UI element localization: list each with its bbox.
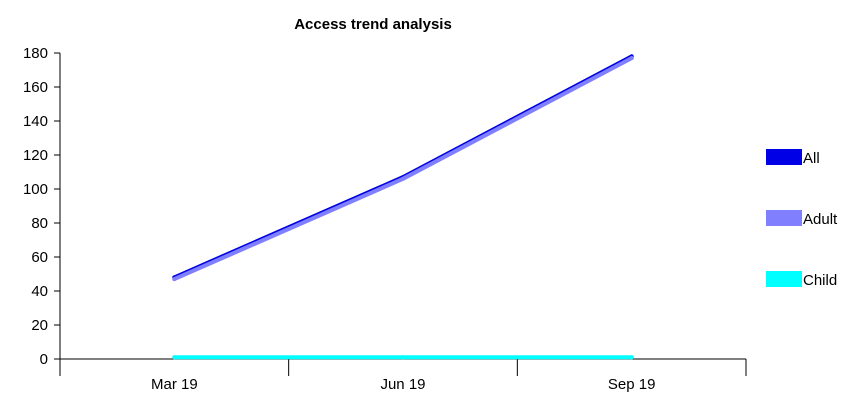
legend-swatch-adult bbox=[766, 210, 802, 226]
data-point-child bbox=[629, 355, 634, 360]
legend-label-all: All bbox=[803, 150, 820, 167]
y-tick-label: 0 bbox=[40, 351, 48, 368]
data-point-child bbox=[401, 355, 405, 360]
chart-title: Access trend analysis bbox=[294, 16, 452, 33]
data-point-adult bbox=[172, 277, 177, 282]
y-tick-label: 120 bbox=[23, 147, 48, 164]
data-point-adult bbox=[629, 56, 634, 61]
legend-label-child: Child bbox=[803, 272, 837, 289]
x-tick-label: Sep 19 bbox=[608, 376, 656, 393]
x-tick-label: Mar 19 bbox=[151, 376, 198, 393]
series-line-all bbox=[172, 54, 634, 280]
x-tick-label: Jun 19 bbox=[380, 376, 425, 393]
data-point-child bbox=[172, 355, 177, 360]
series-layer bbox=[172, 54, 634, 360]
legend-swatch-child bbox=[766, 271, 802, 287]
y-tick-label: 80 bbox=[31, 215, 48, 232]
y-tick-label: 100 bbox=[23, 181, 48, 198]
y-tick-label: 40 bbox=[31, 283, 48, 300]
data-point-adult bbox=[401, 176, 405, 181]
legend: All Adult Child bbox=[766, 149, 838, 289]
y-tick-label: 140 bbox=[23, 113, 48, 130]
y-tick-label: 160 bbox=[23, 79, 48, 96]
y-tick-label: 20 bbox=[31, 317, 48, 334]
y-tick-label: 180 bbox=[23, 45, 48, 62]
legend-label-adult: Adult bbox=[803, 211, 838, 228]
legend-swatch-all bbox=[766, 149, 802, 165]
axes: 0 20 40 60 80 100 120 140 160 180 Mar 19 Jun 19 Sep … bbox=[23, 45, 747, 393]
y-tick-label: 60 bbox=[31, 249, 48, 266]
